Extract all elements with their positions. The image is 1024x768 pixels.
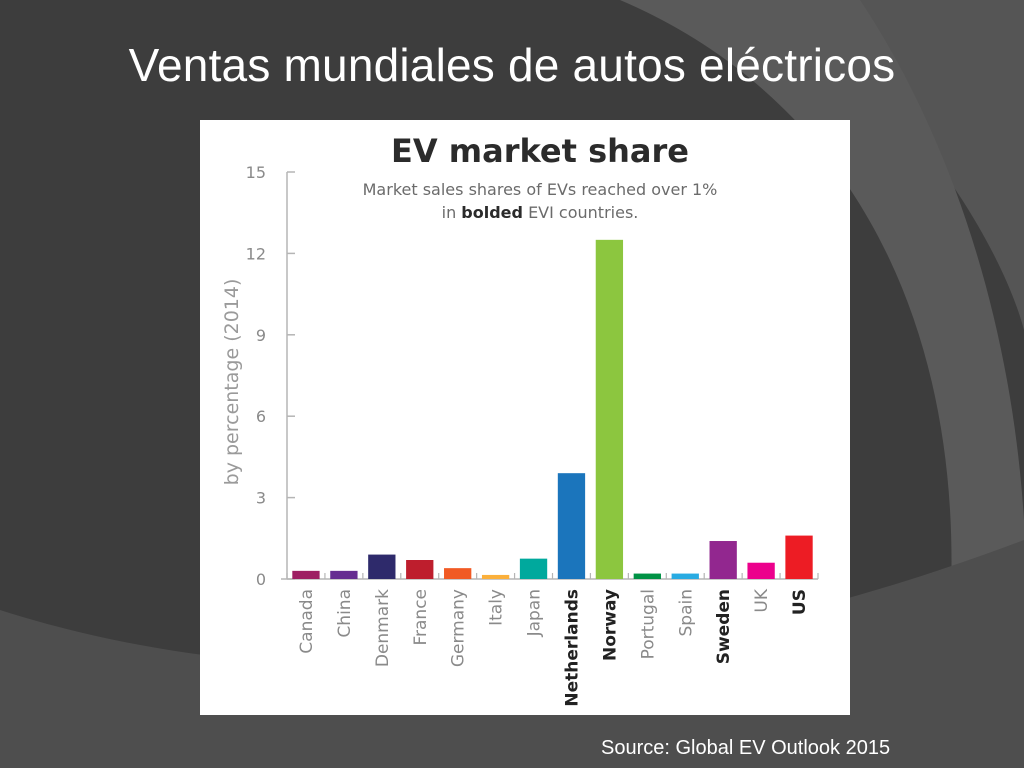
- category-label-canada: Canada: [297, 589, 317, 654]
- bar-italy: [481, 574, 510, 579]
- bar-france: [406, 560, 434, 579]
- y-axis: 0 3 6 9 12 15: [246, 163, 295, 589]
- bar-portugal: [633, 573, 661, 579]
- category-label-italy: Italy: [487, 589, 507, 626]
- y-tick-label: 0: [256, 570, 266, 589]
- bar-spain: [671, 573, 699, 579]
- bar-norway: [595, 239, 624, 579]
- bar-denmark: [368, 554, 396, 579]
- bar-sweden: [709, 541, 737, 579]
- chart-subtitle-prefix: in: [442, 203, 462, 222]
- category-label-germany: Germany: [449, 589, 469, 667]
- category-label-denmark: Denmark: [373, 589, 393, 667]
- chart-panel: EV market share Market sales shares of E…: [200, 120, 850, 715]
- bars: [292, 239, 813, 579]
- chart-title: EV market share: [391, 132, 689, 170]
- chart-subtitle-bold: bolded: [461, 203, 523, 222]
- category-label-us: US: [790, 589, 810, 615]
- y-axis-label: by percentage (2014): [221, 279, 243, 486]
- bar-canada: [292, 570, 320, 579]
- ev-market-share-chart: EV market share Market sales shares of E…: [221, 132, 819, 707]
- category-label-sweden: Sweden: [714, 589, 734, 664]
- category-label-china: China: [335, 589, 355, 638]
- bar-uk: [747, 562, 775, 579]
- y-tick-label: 15: [246, 163, 266, 182]
- category-label-france: France: [411, 589, 431, 646]
- category-label-netherlands: Netherlands: [562, 589, 582, 707]
- chart-subtitle-suffix: EVI countries.: [523, 203, 638, 222]
- bar-germany: [444, 568, 472, 579]
- category-label-portugal: Portugal: [638, 589, 658, 659]
- y-tick-label: 9: [256, 326, 266, 345]
- source-note: Source: Global EV Outlook 2015: [601, 737, 891, 759]
- chart-subtitle-line-1: Market sales shares of EVs reached over …: [363, 180, 718, 199]
- category-labels: Canada China Denmark France Germany Italy Japa…: [297, 588, 810, 706]
- x-axis: [281, 573, 819, 580]
- y-tick-label: 12: [246, 244, 266, 263]
- category-label-uk: UK: [752, 588, 772, 612]
- bar-us: [785, 535, 813, 579]
- y-tick-label: 3: [256, 489, 266, 508]
- y-tick-label: 6: [256, 407, 266, 426]
- category-label-spain: Spain: [676, 589, 696, 637]
- category-label-norway: Norway: [600, 589, 620, 661]
- bar-china: [330, 570, 358, 579]
- category-label-japan: Japan: [525, 589, 545, 637]
- bar-netherlands: [557, 473, 586, 579]
- slide-title: Ventas mundiales de autos eléctricos: [128, 39, 896, 91]
- bar-japan: [519, 558, 548, 579]
- chart-subtitle-line-2: in bolded EVI countries.: [442, 203, 639, 222]
